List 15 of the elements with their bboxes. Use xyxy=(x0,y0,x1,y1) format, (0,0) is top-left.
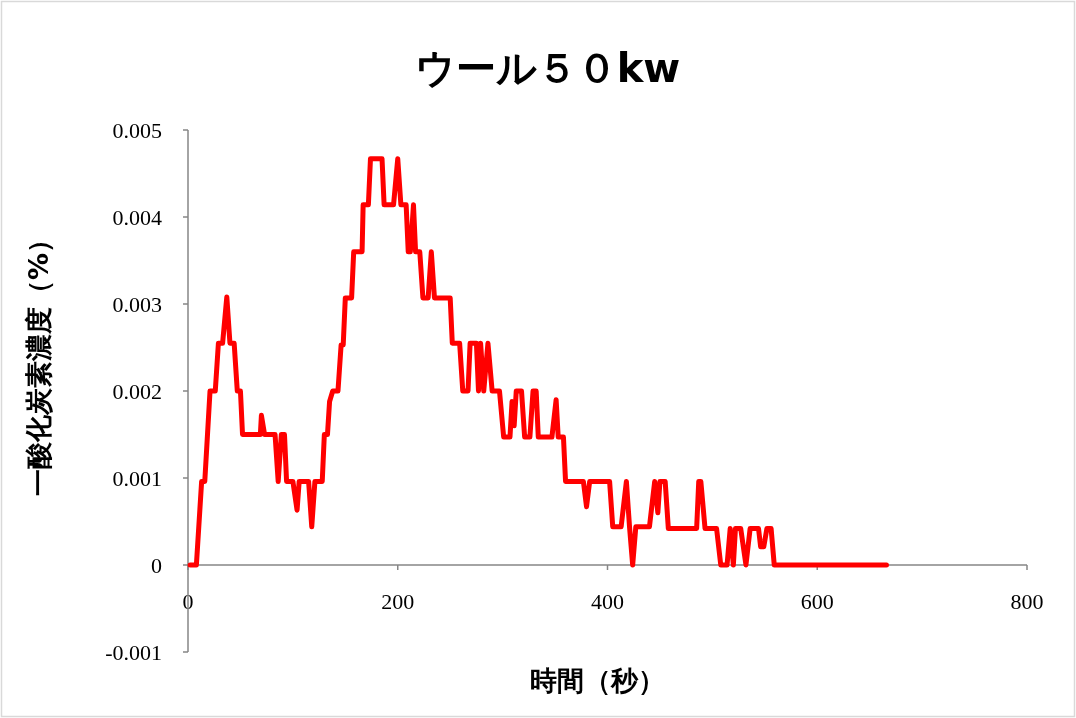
x-tick-label: 400 xyxy=(591,589,624,614)
x-tick-label: 800 xyxy=(1010,589,1044,614)
y-tick-label: 0.002 xyxy=(112,379,162,404)
y-tick-label: 0.003 xyxy=(112,292,162,317)
chart-title: ウール５０kw xyxy=(414,45,681,91)
y-tick-label: 0.001 xyxy=(112,466,162,491)
y-axis-title: 一酸化炭素濃度（%） xyxy=(23,225,54,497)
y-tick-label: 0 xyxy=(151,553,162,578)
x-tick-label: 200 xyxy=(381,589,415,614)
y-tick-label: 0.004 xyxy=(112,205,162,230)
x-tick-label: 600 xyxy=(800,589,834,614)
y-tick-label: -0.001 xyxy=(105,640,162,665)
y-tick-label: 0.005 xyxy=(112,118,162,143)
x-axis-title: 時間（秒） xyxy=(530,665,665,696)
x-tick-label: 0 xyxy=(182,589,194,614)
